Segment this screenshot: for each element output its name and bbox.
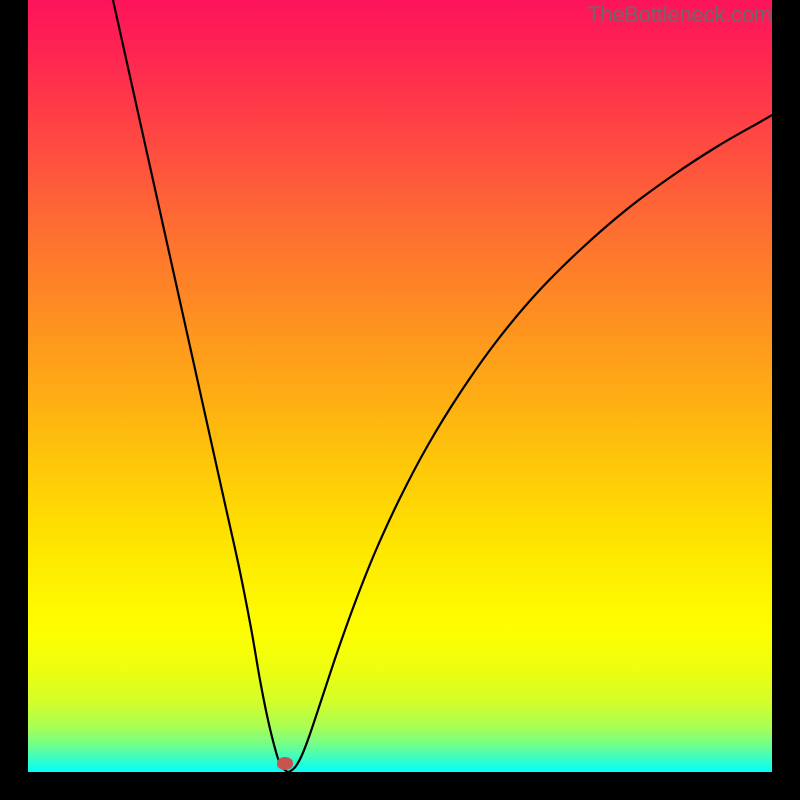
chart-container: TheBottleneck.com — [0, 0, 800, 800]
plot-area — [28, 0, 772, 772]
axis-bottom-frame — [0, 772, 800, 800]
axis-right-frame — [772, 0, 800, 800]
gradient-background — [28, 0, 772, 772]
watermark-text: TheBottleneck.com — [587, 2, 772, 28]
optimal-point-marker — [277, 757, 293, 770]
axis-left-frame — [0, 0, 28, 800]
